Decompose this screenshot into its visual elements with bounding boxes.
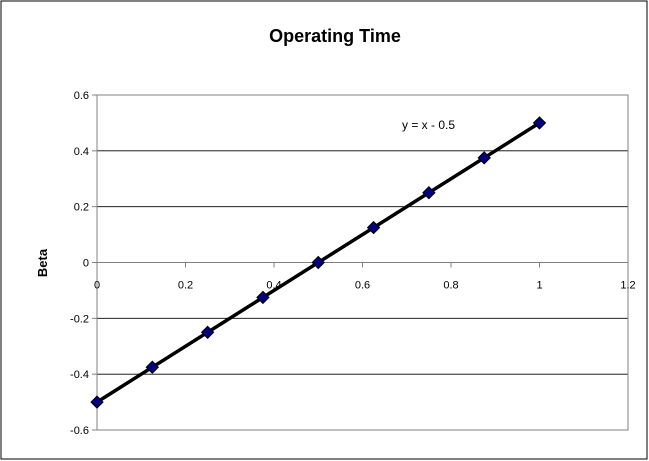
data-point-6: [422, 186, 436, 200]
data-point-0: [90, 395, 104, 409]
y-tick-label-6: 0.6: [74, 90, 89, 102]
y-tick-label-5: 0.4: [74, 146, 89, 158]
y-tick-label-4: 0.2: [74, 202, 89, 214]
x-tick-label-0: 0: [94, 280, 100, 292]
data-point-7: [477, 151, 491, 165]
tick-labels: -0.6-0.4-0.200.20.40.60 0.2 0.4 0.6 0.8 1 1.2: [70, 90, 636, 437]
x-tick-label-4: 0.8: [443, 280, 458, 292]
x-tick-label-5: 1: [536, 280, 542, 292]
y-tick-label-0: -0.6: [70, 425, 89, 437]
data-points: [90, 116, 547, 409]
y-tick-label-2: -0.2: [70, 313, 89, 325]
data-point-8: [532, 116, 547, 130]
data-point-4: [311, 255, 325, 270]
trendline-equation: y = x - 0.5: [402, 118, 455, 132]
chart-title: Operating Time: [269, 26, 401, 46]
data-point-5: [366, 220, 381, 235]
y-tick-label-3: 0: [83, 258, 89, 270]
y-tick-label-1: -0.4: [70, 369, 89, 381]
x-tick-label-3: 0.6: [355, 280, 370, 292]
data-point-3: [256, 290, 270, 305]
data-point-1: [145, 360, 160, 374]
data-point-2: [200, 325, 215, 339]
x-tick-label-6: 1.2: [620, 280, 635, 292]
x-tick-label-1: 0.2: [178, 280, 193, 292]
y-axis-label: Beta: [35, 248, 50, 277]
axes: [92, 94, 629, 431]
